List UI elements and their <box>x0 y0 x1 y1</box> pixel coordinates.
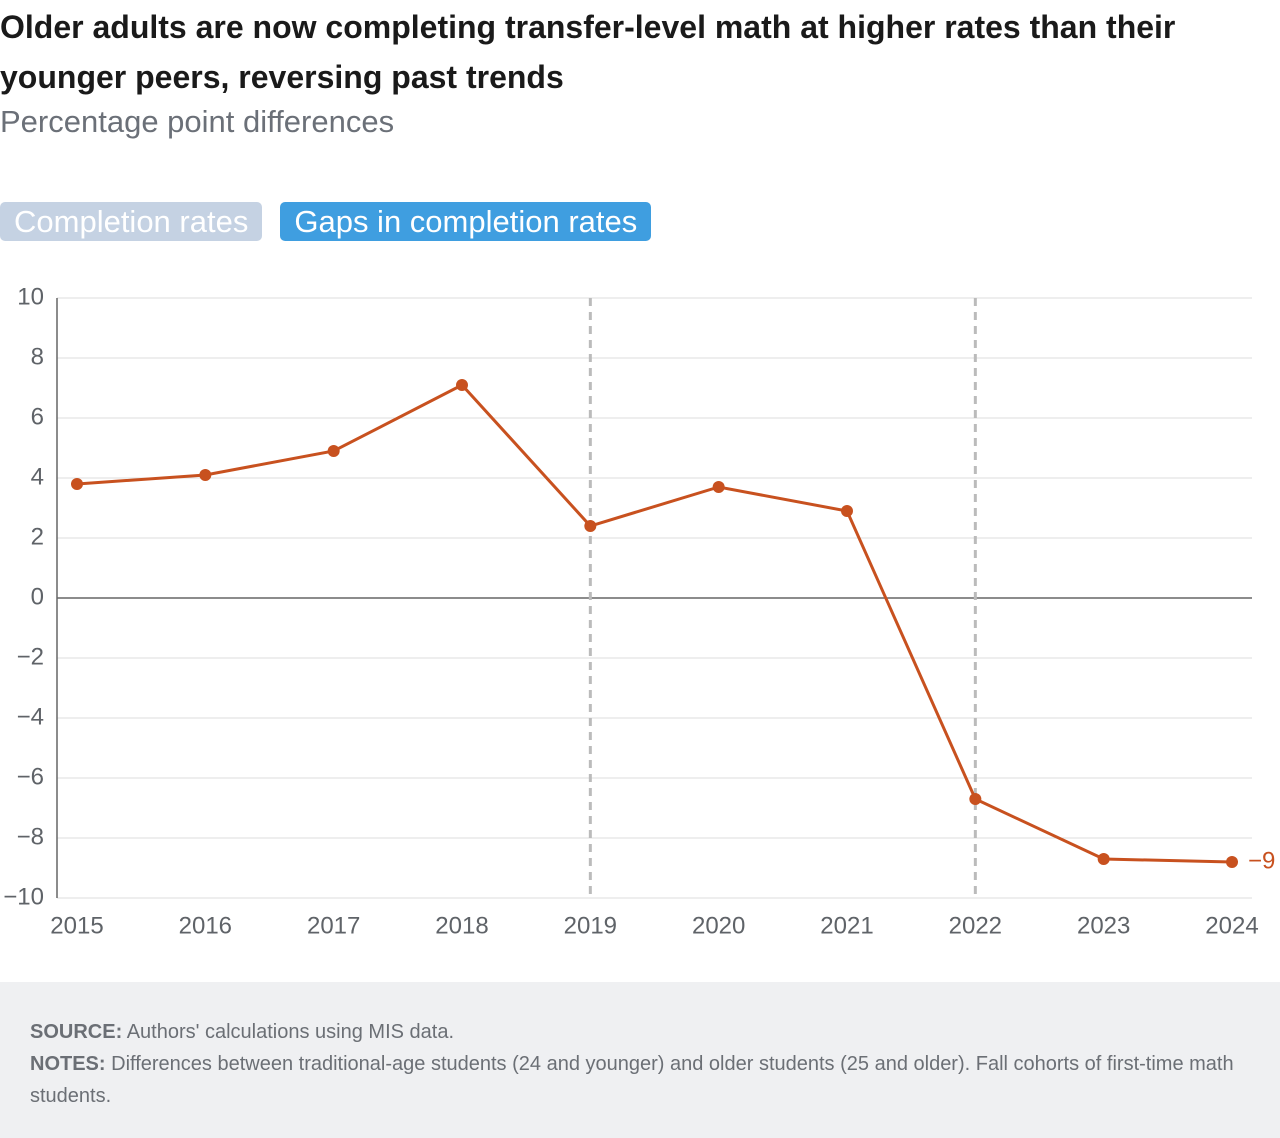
y-tick-label: −10 <box>3 883 44 910</box>
point <box>969 793 982 805</box>
point <box>1097 853 1110 865</box>
y-tick-label: −6 <box>17 763 44 790</box>
x-tick-label: 2020 <box>692 912 745 939</box>
tabs: Completion rates Gaps in completion rates <box>0 202 652 241</box>
source: SOURCE: Authors' calculations using MIS … <box>30 1016 1250 1048</box>
subtitle: Percentage point differences <box>0 104 395 139</box>
y-tick-label: 0 <box>31 583 44 610</box>
point <box>584 520 597 532</box>
x-tick-label: 2017 <box>307 912 360 939</box>
point <box>841 505 853 517</box>
y-tick-label: −4 <box>17 703 44 730</box>
y-tick-label: −2 <box>17 643 44 670</box>
title: Older adults are now completing transfer… <box>0 9 1176 95</box>
y-tick-label: −8 <box>17 823 44 850</box>
y-tick-label: 4 <box>31 463 44 490</box>
point <box>712 481 725 493</box>
line <box>76 383 1233 864</box>
y-tick-label: 10 <box>17 283 44 310</box>
notes: NOTES: Differences between traditional-a… <box>30 1048 1250 1112</box>
x-tick-label: 2024 <box>1205 912 1258 939</box>
x-tick-label: 2016 <box>179 912 232 939</box>
footer: SOURCE: Authors' calculations using MIS … <box>0 982 1280 1138</box>
x-tick-label: 2023 <box>1077 912 1130 939</box>
chart: −10 −8 −6 −4 −2 0 2 4 6 8 10 2015 2016 2017 2018 2019 20… <box>3 283 1275 939</box>
point <box>71 478 83 490</box>
x-tick-label: 2019 <box>564 912 617 939</box>
x-tick-label: 2015 <box>50 912 103 939</box>
x-tick-label: 2018 <box>435 912 488 939</box>
point <box>327 445 340 457</box>
tab[interactable]: Completion rates <box>0 202 263 241</box>
point <box>1226 856 1238 868</box>
y-tick-label: 6 <box>31 403 44 430</box>
source-text: Authors' calculations using MIS data. <box>126 1021 455 1043</box>
x-tick-label: 2022 <box>949 912 1002 939</box>
y-tick-label: 2 <box>31 523 44 550</box>
source-label: SOURCE: <box>30 1021 123 1043</box>
notes-label: NOTES: <box>30 1053 106 1075</box>
tab[interactable]: Gaps in completion rates <box>280 202 652 241</box>
x-tick-label: 2021 <box>820 912 873 939</box>
point <box>456 379 468 391</box>
point <box>199 469 212 481</box>
notes-text: Differences between traditional-age stud… <box>30 1053 1234 1107</box>
value-label: −9 <box>1248 847 1275 874</box>
y-tick-label: 8 <box>31 343 44 370</box>
